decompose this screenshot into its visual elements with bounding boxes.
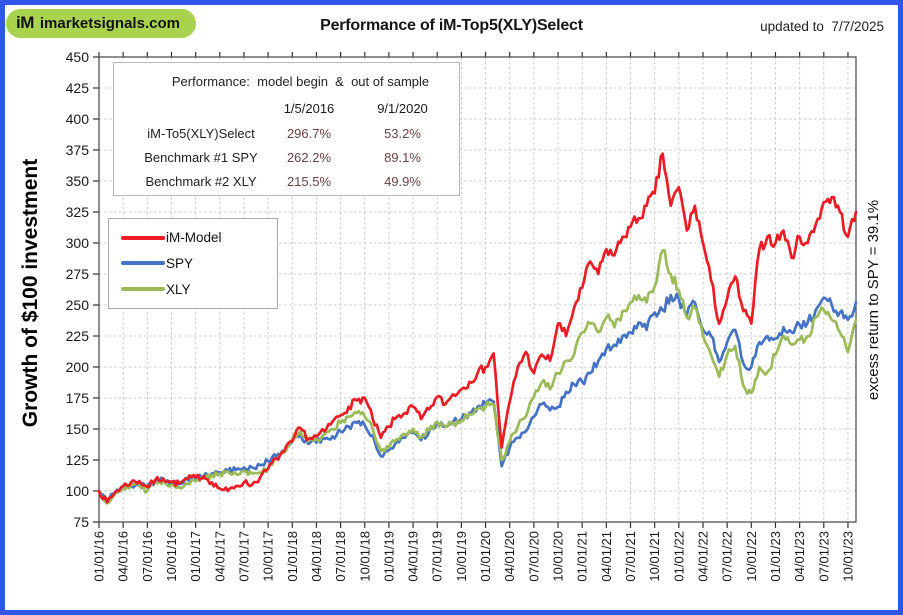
x-tick-label: 07/01/23: [816, 531, 831, 582]
y-tick-label: 300: [66, 235, 90, 251]
y-tick-label: 125: [66, 452, 90, 468]
performance-chart: 01/01/16 04/01/16 07/01/16 10/01/16 01/01/17…: [19, 49, 882, 582]
y-tick-label: 400: [66, 111, 90, 127]
legend-line-swatch-green: [121, 287, 165, 292]
legend-line-swatch-red: [121, 235, 165, 240]
plot-area: 01/01/16 04/01/16 07/01/16 10/01/16 01/01/17…: [66, 49, 858, 582]
x-tick-label: 10/01/17: [261, 531, 276, 582]
x-tick-label: 04/01/22: [695, 531, 710, 582]
x-tick-label: 01/01/23: [768, 531, 783, 582]
x-tick-label: 07/01/18: [333, 531, 348, 582]
stats-value: 215.5%: [286, 173, 332, 189]
x-tick-label: 10/01/22: [744, 531, 759, 582]
stats-row-label: iM-To5(XLY)Select: [147, 125, 255, 141]
x-tick-label: 01/01/18: [285, 531, 300, 582]
y-tick-label: 375: [66, 142, 90, 158]
y-tick-label: 250: [66, 297, 90, 313]
logo-domain-text: imarketsignals.com: [39, 15, 180, 32]
x-tick-label: 10/01/21: [647, 531, 662, 582]
stats-value: 49.9%: [384, 173, 421, 189]
site-logo: iM imarketsignals.com: [6, 9, 196, 38]
legend-item-spy: SPY: [121, 251, 277, 275]
x-tick-label: 10/01/19: [454, 531, 469, 582]
x-tick-label: 07/01/20: [526, 531, 541, 582]
legend-item-xly: XLY: [121, 277, 277, 301]
page-title: Performance of iM-Top5(XLY)Select: [320, 17, 583, 34]
y-tick-label: 200: [66, 359, 90, 375]
stats-heading: Performance: model begin & out of sample: [171, 74, 430, 89]
x-tick-label: 01/01/17: [188, 531, 203, 582]
x-tick-label: 10/01/16: [164, 531, 179, 582]
x-tick-label: 04/01/21: [599, 531, 614, 582]
y-tick-label: 175: [66, 390, 90, 406]
x-tick-label: 07/01/21: [623, 531, 638, 582]
x-tick-label: 07/01/22: [720, 531, 735, 582]
stats-row-label: Benchmark #1 SPY: [144, 149, 258, 165]
x-tick-label: 01/01/16: [92, 531, 107, 582]
x-tick-label: 01/01/22: [671, 531, 686, 582]
stats-date-col2: 9/1/2020: [377, 100, 428, 116]
x-tick-label: 10/01/20: [551, 531, 566, 582]
x-tick-label: 07/01/16: [140, 531, 155, 582]
stats-row-benchmark2: Benchmark #2 XLY 215.5% 49.9%: [114, 169, 459, 193]
stats-value: 53.2%: [384, 125, 421, 141]
y-tick-label: 425: [66, 80, 90, 96]
x-tick-label: 04/01/18: [309, 531, 324, 582]
x-tick-label: 01/01/19: [381, 531, 396, 582]
x-tick-label: 10/01/23: [840, 531, 855, 582]
stats-row-benchmark1: Benchmark #1 SPY 262.2% 89.1%: [114, 145, 459, 169]
y-tick-label: 275: [66, 266, 90, 282]
stats-value: 262.2%: [286, 149, 332, 165]
x-tick-label: 04/01/16: [116, 531, 131, 582]
y-tick-label: 75: [73, 514, 89, 530]
x-tick-label: 04/01/17: [212, 531, 227, 582]
y-tick-label: 350: [66, 173, 90, 189]
updated-label: updated to 7/7/2025: [760, 19, 884, 34]
logo-im-mark: iM: [16, 13, 34, 32]
x-tick-label: 01/01/21: [575, 531, 590, 582]
x-tick-label: 07/01/17: [236, 531, 251, 582]
x-tick-label: 01/01/20: [478, 531, 493, 582]
x-tick-label: 04/01/19: [406, 531, 421, 582]
excess-return-label: excess return to SPY = 39.1%: [865, 200, 882, 400]
series-line-iM-Model: [97, 152, 858, 504]
y-tick-label: 100: [66, 483, 90, 499]
performance-stats-table: Performance: model begin & out of sample…: [113, 62, 460, 196]
stats-row-label: Benchmark #2 XLY: [145, 173, 257, 189]
stats-value: 296.7%: [286, 125, 332, 141]
legend-label: XLY: [166, 281, 191, 297]
y-tick-label: 225: [66, 328, 90, 344]
series-line-XLY: [97, 249, 858, 505]
chart-legend: iM-Model SPY XLY: [108, 218, 278, 309]
y-tick-label: 450: [66, 49, 90, 65]
stats-date-header-row: 1/5/2016 9/1/2020: [114, 95, 459, 121]
y-tick-label: 150: [66, 421, 90, 437]
stats-row-model: iM-To5(XLY)Select 296.7% 53.2%: [114, 121, 459, 145]
x-tick-label: 07/01/19: [430, 531, 445, 582]
x-tick-label: 04/01/20: [502, 531, 517, 582]
legend-label: SPY: [166, 255, 194, 271]
stats-value: 89.1%: [384, 149, 421, 165]
stats-date-col1: 1/5/2016: [283, 100, 335, 116]
y-tick-label: 325: [66, 204, 90, 220]
legend-label: iM-Model: [166, 230, 222, 246]
x-tick-label: 04/01/23: [792, 531, 807, 582]
legend-line-swatch-blue: [121, 261, 165, 266]
x-tick-label: 10/01/18: [357, 531, 372, 582]
y-axis-title: Growth of $100 investment: [19, 159, 42, 427]
legend-item-im-model: iM-Model: [121, 226, 277, 250]
